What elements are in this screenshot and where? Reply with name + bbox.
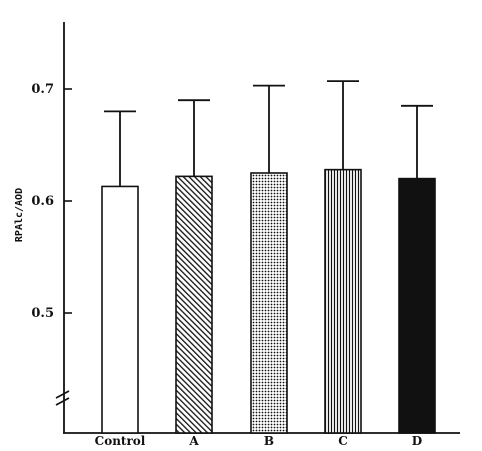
- y-axis-label: RPAlc/AOD: [14, 188, 25, 242]
- error-bar-control: [104, 110, 136, 187]
- category-labels: Control A B C D: [95, 434, 423, 448]
- y-ticks: 0.5 0.6 0.7: [31, 82, 72, 321]
- axis-break-mark: [55, 390, 70, 406]
- error-bar-a: [178, 99, 210, 177]
- bar-d: [398, 177, 436, 434]
- category-label: A: [188, 434, 199, 448]
- error-bars: [104, 80, 433, 187]
- bar-control: [101, 185, 139, 434]
- bar-c: [324, 168, 362, 434]
- y-tick-label: 0.6: [31, 194, 54, 209]
- category-label: B: [264, 434, 274, 448]
- error-bar-b: [253, 84, 285, 173]
- category-label: C: [338, 434, 348, 448]
- category-label: Control: [95, 434, 146, 448]
- y-tick-label: 0.7: [31, 82, 54, 97]
- error-bar-c: [327, 80, 359, 170]
- bar-a: [175, 175, 213, 434]
- bars: [101, 168, 436, 434]
- bar-b: [250, 172, 288, 434]
- category-label: D: [412, 434, 422, 448]
- error-bar-d: [401, 104, 433, 179]
- y-tick-label: 0.5: [31, 306, 54, 321]
